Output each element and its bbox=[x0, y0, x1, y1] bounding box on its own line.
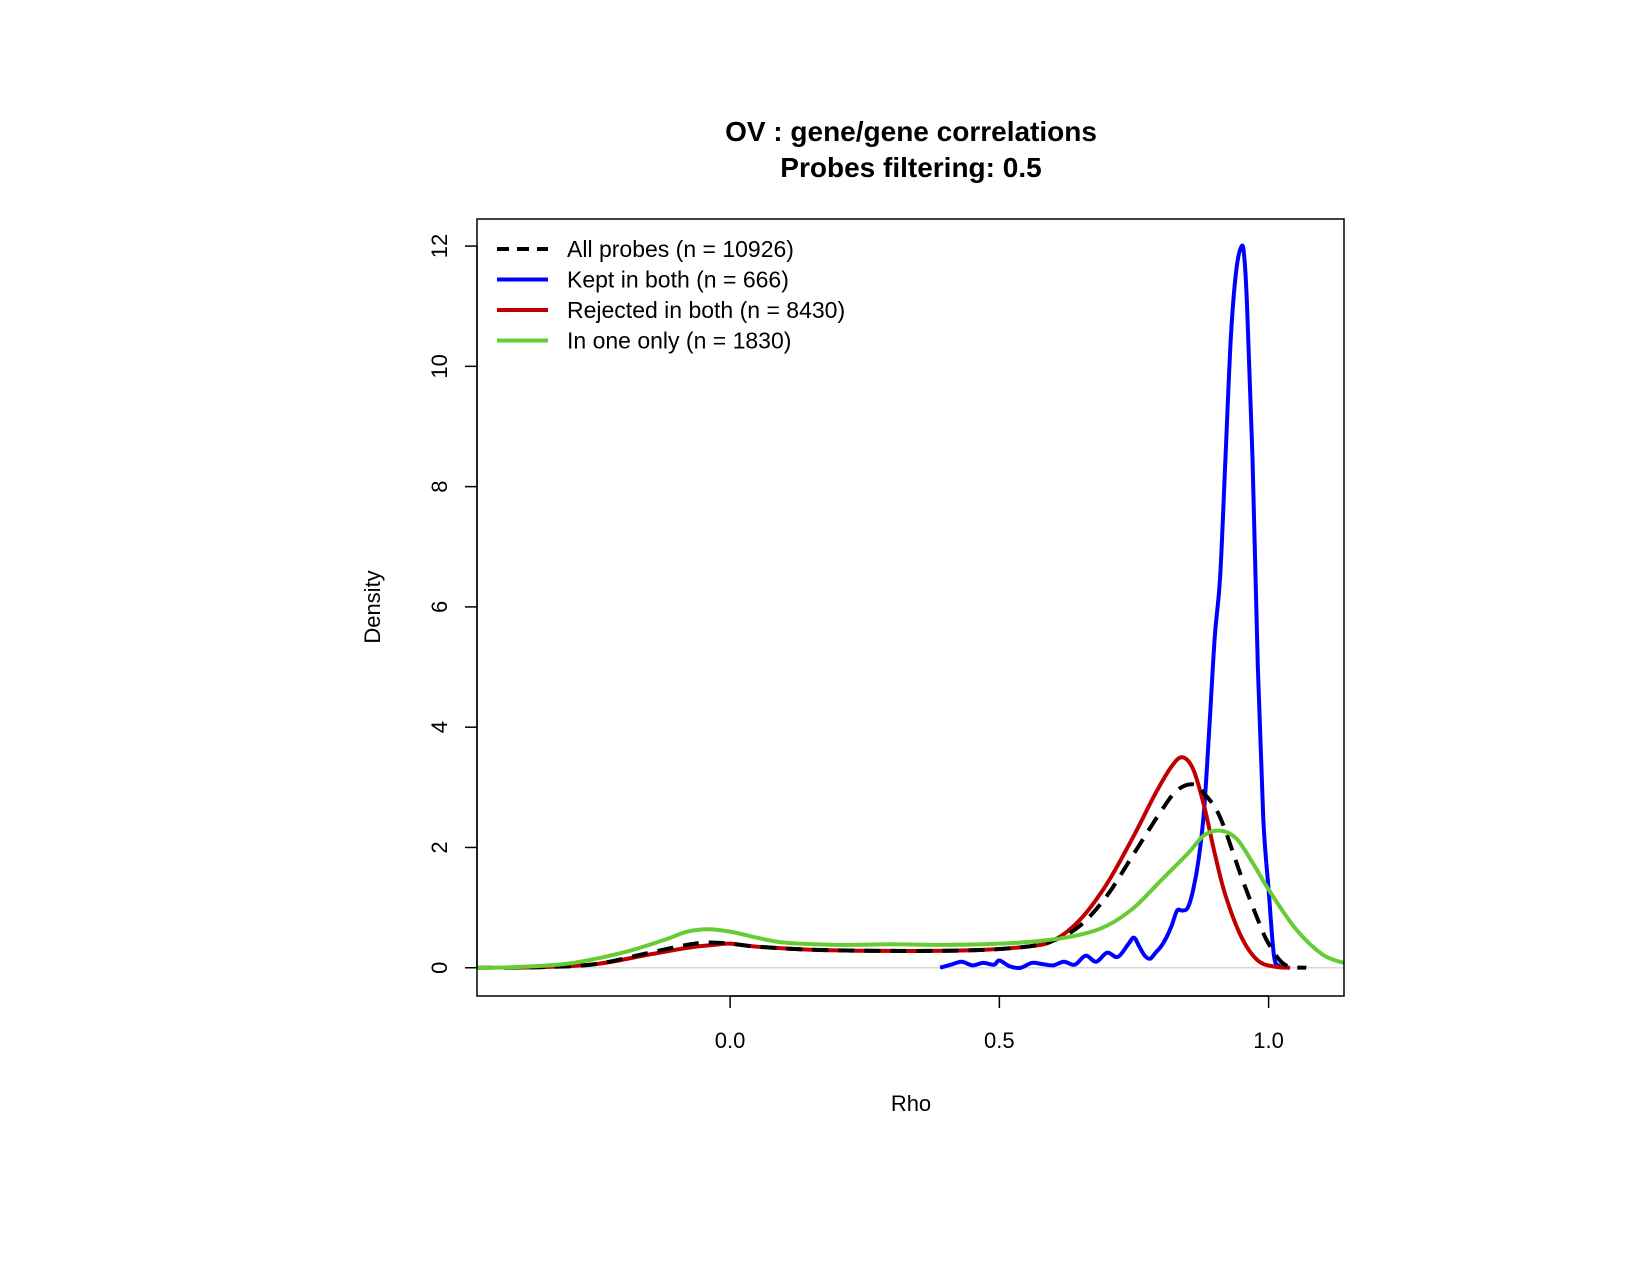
series-line-in-one-only bbox=[476, 828, 1345, 970]
legend-label-rejected-in-both: Rejected in both (n = 8430) bbox=[567, 297, 845, 323]
series-line-all-probes bbox=[476, 782, 1307, 970]
series-line-rejected-in-both bbox=[503, 755, 1291, 970]
chart-title: OV : gene/gene correlations bbox=[725, 116, 1097, 147]
chart-subtitle: Probes filtering: 0.5 bbox=[780, 152, 1041, 183]
y-axis: 0 2 4 6 8 10 12 bbox=[427, 234, 478, 974]
legend-label-kept-in-both: Kept in both (n = 666) bbox=[567, 267, 789, 293]
legend: All probes (n = 10926) Kept in both (n = … bbox=[497, 236, 845, 354]
y-tick-label: 2 bbox=[427, 841, 452, 853]
x-axis-label: Rho bbox=[891, 1091, 931, 1116]
y-tick-label: 10 bbox=[427, 354, 452, 378]
legend-label-in-one-only: In one only (n = 1830) bbox=[567, 328, 791, 354]
x-axis: 0.0 0.5 1.0 bbox=[715, 995, 1284, 1053]
x-tick-label: 1.0 bbox=[1253, 1028, 1284, 1053]
y-tick-label: 6 bbox=[427, 601, 452, 613]
legend-label-all-probes: All probes (n = 10926) bbox=[567, 236, 794, 262]
y-tick-label: 12 bbox=[427, 234, 452, 258]
y-axis-label: Density bbox=[360, 570, 385, 643]
series-layer bbox=[476, 243, 1345, 970]
y-tick-label: 8 bbox=[427, 480, 452, 492]
y-tick-label: 0 bbox=[427, 962, 452, 974]
y-tick-label: 4 bbox=[427, 721, 452, 733]
series-line-kept-in-both bbox=[939, 243, 1286, 970]
x-tick-label: 0.0 bbox=[715, 1028, 746, 1053]
x-tick-label: 0.5 bbox=[984, 1028, 1015, 1053]
